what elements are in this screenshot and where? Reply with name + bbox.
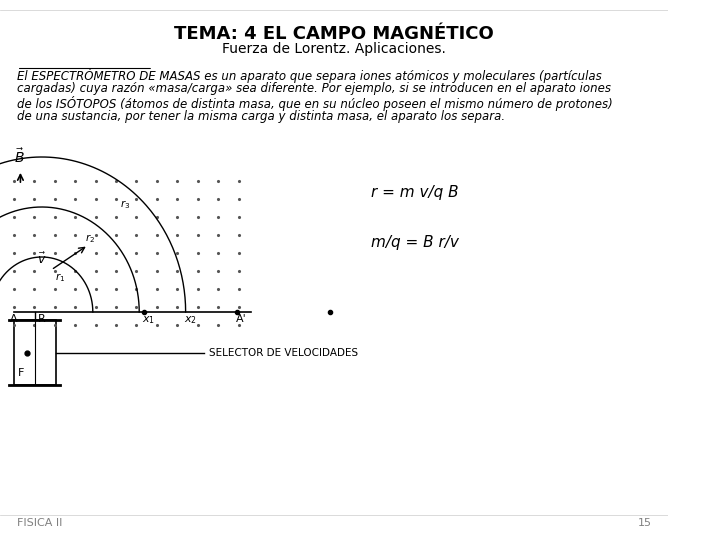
Text: $\vec{v}$: $\vec{v}$ xyxy=(37,252,46,267)
Text: FISICA II: FISICA II xyxy=(17,518,62,528)
Text: $r_3$: $r_3$ xyxy=(120,198,130,211)
Bar xyxy=(14,320,55,385)
Text: F: F xyxy=(17,368,24,378)
Text: m/q = B r/v: m/q = B r/v xyxy=(372,234,459,249)
Text: r = m v/q B: r = m v/q B xyxy=(372,185,459,199)
Text: A': A' xyxy=(236,314,247,324)
Text: $r_1$: $r_1$ xyxy=(55,271,66,284)
Text: $x_2$: $x_2$ xyxy=(184,314,197,326)
Text: $r_2$: $r_2$ xyxy=(85,232,95,245)
Text: El ESPECTRÓMETRO DE MASAS es un aparato que separa iones atómicos y moleculares : El ESPECTRÓMETRO DE MASAS es un aparato … xyxy=(17,68,601,83)
Text: Fuerza de Lorentz. Aplicaciones.: Fuerza de Lorentz. Aplicaciones. xyxy=(222,42,446,56)
Text: 15: 15 xyxy=(638,518,652,528)
Text: $x_1$: $x_1$ xyxy=(142,314,155,326)
Text: SELECTOR DE VELOCIDADES: SELECTOR DE VELOCIDADES xyxy=(209,348,358,357)
Text: cargadas) cuya razón «masa/carga» sea diferente. Por ejemplo, si se introducen e: cargadas) cuya razón «masa/carga» sea di… xyxy=(17,82,611,95)
Text: R: R xyxy=(38,314,45,324)
Text: A: A xyxy=(10,314,18,324)
Text: de una sustancia, por tener la misma carga y distinta masa, el aparato los separ: de una sustancia, por tener la misma car… xyxy=(17,110,505,123)
Text: $\vec{B}$: $\vec{B}$ xyxy=(14,147,24,166)
Text: TEMA: 4 EL CAMPO MAGNÉTICO: TEMA: 4 EL CAMPO MAGNÉTICO xyxy=(174,25,494,43)
Text: de los ISÓTOPOS (átomos de distinta masa, que en su núcleo poseen el mismo númer: de los ISÓTOPOS (átomos de distinta masa… xyxy=(17,96,613,111)
